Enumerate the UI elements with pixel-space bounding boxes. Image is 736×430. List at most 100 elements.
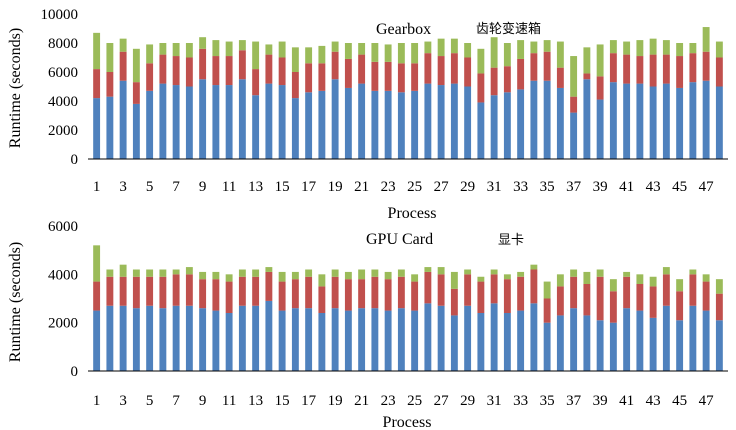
gpu-card-bar-segment-3: [344, 271, 352, 280]
gpu-card-bar-segment-3: [291, 271, 299, 280]
gearbox-bar-segment-2: [715, 57, 723, 87]
gpu-card-bar-segment-2: [570, 276, 578, 309]
gpu-card-bar-segment-3: [689, 269, 697, 275]
gpu-card-bar-segment-1: [384, 310, 392, 371]
gearbox-x-tick-label: 15: [275, 179, 290, 195]
gpu-card-bar-segment-2: [676, 291, 684, 321]
gearbox-bar-segment-2: [106, 72, 114, 97]
gpu-card-x-tick-label: 37: [566, 393, 582, 409]
gearbox-bar-segment-1: [384, 90, 392, 159]
gearbox-bar-segment-2: [702, 51, 710, 81]
gpu-card-bar-segment-3: [636, 274, 644, 284]
gpu-card-bar-segment-2: [596, 276, 604, 321]
gpu-card-bar-segment-3: [146, 269, 154, 277]
gpu-card-bar-segment-3: [238, 269, 246, 277]
gearbox-bar-segment-2: [662, 54, 670, 84]
gpu-card-bar-segment-1: [212, 310, 220, 371]
gpu-card-x-ticks: 1 3 5 7 9 11 13 15 17 19 21 23 25 27 29 31 33 35 37 39 41 43 4…: [93, 393, 714, 409]
gearbox-bar-segment-1: [636, 83, 644, 159]
gearbox-x-tick-label: 33: [513, 179, 528, 195]
gearbox-y-tick-label: 4000: [48, 94, 78, 110]
gpu-card-bar-segment-2: [212, 279, 220, 311]
gpu-card-bar-segment-1: [662, 305, 670, 371]
gearbox-bar-segment-1: [172, 85, 180, 159]
gpu-card-bar-segment-2: [623, 276, 631, 309]
gearbox-bar-segment-2: [689, 53, 697, 83]
gearbox-bar-segment-3: [358, 43, 366, 55]
gearbox-bar-segment-1: [437, 85, 445, 159]
gpu-card-bar-segment-2: [437, 274, 445, 306]
gearbox-bar-segment-2: [464, 57, 472, 87]
gearbox-bar-segment-3: [450, 38, 458, 54]
gearbox-bar-segment-3: [689, 43, 697, 54]
gpu-card-bar-segment-1: [450, 315, 458, 371]
gearbox-bar-segment-1: [265, 83, 273, 159]
gpu-card-bar-segment-2: [146, 276, 154, 306]
gpu-card-x-tick-label: 3: [119, 393, 127, 409]
gearbox-y-tick-label: 6000: [48, 65, 78, 81]
gpu-card-bar-segment-3: [199, 271, 207, 280]
gearbox-x-tick-label: 3: [119, 179, 127, 195]
gearbox-bar-segment-2: [636, 56, 644, 84]
gpu-card-bar-segment-1: [530, 303, 538, 371]
gpu-card-title: GPU Card: [366, 231, 433, 248]
gearbox-bar-segment-1: [543, 80, 551, 159]
gpu-card-bar-segment-1: [543, 322, 551, 371]
gearbox-x-tick-label: 31: [487, 179, 502, 195]
gearbox-x-tick-label: 1: [93, 179, 101, 195]
gearbox-x-tick-label: 13: [248, 179, 263, 195]
gpu-card-bar-segment-2: [411, 281, 419, 311]
gearbox-bar-segment-3: [503, 43, 511, 67]
gpu-card-x-tick-label: 1: [93, 393, 101, 409]
gearbox-bar-segment-3: [570, 56, 578, 97]
gearbox-x-tick-label: 11: [222, 179, 236, 195]
gearbox-bar-segment-2: [450, 53, 458, 84]
gpu-card-bar-segment-1: [318, 313, 326, 371]
gearbox-bar-segment-2: [318, 63, 326, 91]
gearbox-bar-segment-1: [225, 85, 233, 159]
gearbox-bar-segment-1: [344, 87, 352, 159]
gearbox-bar-segment-3: [556, 41, 564, 68]
gpu-card-bar-segment-2: [132, 276, 140, 309]
gearbox-bar-segment-1: [146, 90, 154, 159]
gearbox-bar-segment-2: [424, 53, 432, 84]
gearbox-bar-segment-1: [318, 90, 326, 159]
gearbox-bar-segment-3: [464, 43, 472, 58]
gearbox-bar-segment-1: [596, 99, 604, 159]
gearbox-x-tick-label: 39: [593, 179, 608, 195]
gpu-card-bar-segment-3: [305, 269, 313, 277]
gpu-card-y-tick-label: 0: [71, 364, 79, 380]
gpu-card-bar-segment-1: [596, 320, 604, 371]
gearbox-bar-segment-2: [437, 56, 445, 86]
gpu-card-x-tick-label: 27: [434, 393, 450, 409]
gpu-card-bar-segment-1: [636, 310, 644, 371]
gpu-card-bar-segment-1: [199, 308, 207, 371]
gpu-card-bar-segment-3: [384, 271, 392, 280]
gearbox-bar-segment-2: [371, 61, 379, 91]
gearbox-bar-segment-2: [225, 56, 233, 86]
gearbox-bar-segment-1: [159, 83, 167, 159]
gearbox-bar-segment-3: [212, 40, 220, 57]
gearbox-bar-segment-3: [676, 43, 684, 57]
gearbox-bar-segment-3: [397, 43, 405, 64]
gpu-card-x-axis-title: Process: [383, 414, 432, 430]
gpu-card-bar-segment-1: [159, 308, 167, 371]
gpu-card-bar-segment-2: [291, 279, 299, 309]
gpu-card-bar-segment-1: [305, 308, 313, 371]
gearbox-bar-segment-1: [278, 85, 286, 159]
gearbox-bar-segment-1: [212, 85, 220, 159]
gpu-card-bar-segment-2: [252, 276, 260, 306]
gpu-card-bar-segment-1: [437, 305, 445, 371]
gearbox-bar-segment-1: [583, 79, 591, 159]
gearbox-y-ticks: 0 2000 4000 6000 8000 10000: [41, 7, 79, 168]
gpu-card-bar-segment-2: [424, 271, 432, 304]
gearbox-title: Gearbox: [376, 21, 431, 38]
gpu-card-y-axis-title: Runtime (seconds): [7, 242, 24, 362]
gpu-card-bar-segment-1: [132, 308, 140, 371]
gearbox-x-tick-label: 43: [646, 179, 661, 195]
gpu-card-bar-segment-1: [238, 305, 246, 371]
gpu-card-x-tick-label: 21: [354, 393, 369, 409]
gpu-card-bar-segment-2: [530, 269, 538, 304]
gearbox-bar-segment-1: [556, 87, 564, 159]
gearbox-bar-segment-3: [583, 47, 591, 74]
